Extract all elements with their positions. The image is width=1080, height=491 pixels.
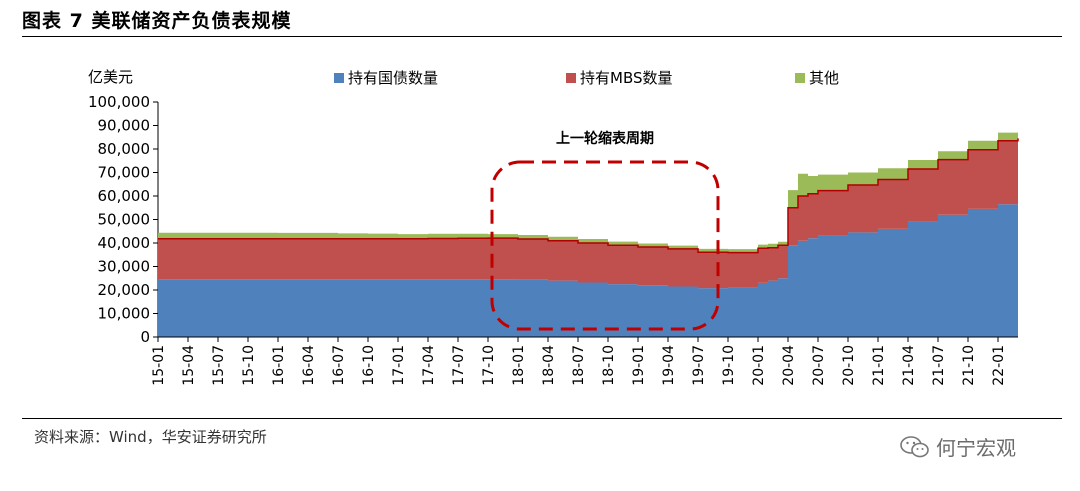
legend-label: 持有国债数量 (348, 69, 438, 87)
watermark-text: 何宁宏观 (936, 436, 1016, 460)
area-series-2 (158, 138, 1018, 289)
x-tick-label: 19-01 (631, 345, 647, 386)
mbs-top-line (158, 138, 1019, 254)
x-tick-label: 17-07 (451, 345, 467, 386)
legend-swatch (566, 73, 576, 83)
y-tick-label: 30,000 (98, 258, 151, 276)
source-note: 资料来源：Wind，华安证券研究所 (34, 428, 267, 446)
annotation-dashed-box (490, 160, 720, 331)
y-tick-label: 60,000 (98, 187, 151, 205)
stacked-areas (158, 129, 1019, 337)
annotation-group: 上一轮缩表周期 (490, 130, 720, 331)
footer-rule (22, 418, 1062, 419)
x-tick-label: 15-07 (211, 345, 227, 386)
chart-canvas: 持有国债数量 持有MBS数量 其他 亿美元 0 10,000 20,000 30,000 4… (88, 68, 1019, 386)
x-tick-label: 18-01 (511, 345, 527, 386)
x-axis: 15-01 15-04 15-07 15-10 16-01 16-04 16-07 16-10… (151, 336, 1018, 386)
x-tick-label: 21-04 (901, 345, 917, 386)
wechat-icon (900, 435, 929, 457)
x-tick-label: 17-04 (421, 345, 437, 386)
x-tick-label: 19-04 (661, 345, 677, 386)
y-tick-label: 80,000 (98, 140, 151, 158)
x-tick-label: 21-07 (931, 345, 947, 386)
x-tick-label: 19-10 (721, 345, 737, 386)
x-tick-label: 18-07 (571, 345, 587, 386)
x-tick-label: 17-01 (391, 345, 407, 386)
legend-swatch (795, 73, 805, 83)
legend-item-2: 持有MBS数量 (566, 69, 673, 87)
annotation-label: 上一轮缩表周期 (556, 130, 654, 147)
area-series-1 (158, 203, 1018, 337)
watermark: 何宁宏观 (900, 432, 1016, 461)
x-tick-label: 20-04 (781, 345, 797, 386)
legend-item-1: 持有国债数量 (334, 69, 438, 87)
legend-item-3: 其他 (795, 69, 839, 87)
y-tick-label: 20,000 (98, 281, 151, 299)
x-tick-label: 16-01 (271, 345, 287, 386)
x-tick-label: 15-04 (181, 345, 197, 386)
x-tick-label: 18-10 (601, 345, 617, 386)
x-tick-label: 16-04 (301, 345, 317, 386)
legend-label: 其他 (809, 69, 839, 87)
x-tick-label: 20-07 (811, 345, 827, 386)
x-tick-label: 21-01 (871, 345, 887, 386)
x-tick-label: 20-01 (751, 345, 767, 386)
x-tick-label: 16-07 (331, 345, 347, 386)
y-tick-label: 90,000 (98, 117, 151, 135)
y-tick-label: 40,000 (98, 234, 151, 252)
y-axis: 0 10,000 20,000 30,000 40,000 50,000 60,000 70,… (88, 93, 159, 346)
x-tick-label: 22-01 (991, 345, 1007, 386)
y-tick-label: 70,000 (98, 164, 151, 182)
y-tick-label: 0 (140, 328, 150, 346)
y-tick-label: 100,000 (88, 93, 150, 111)
y-axis-unit-label: 亿美元 (88, 68, 133, 86)
legend-label: 持有MBS数量 (580, 69, 673, 87)
x-tick-label: 20-10 (841, 345, 857, 386)
legend-swatch (334, 73, 344, 83)
y-tick-label: 50,000 (98, 211, 151, 229)
x-tick-label: 19-07 (691, 345, 707, 386)
x-tick-label: 15-10 (241, 345, 257, 386)
x-tick-label: 18-04 (541, 345, 557, 386)
figure-title: 图表 7 美联储资产负债表规模 (22, 10, 292, 32)
x-tick-label: 17-10 (481, 345, 497, 386)
x-tick-label: 16-10 (361, 345, 377, 386)
title-rule (22, 36, 1062, 37)
x-tick-label: 15-01 (151, 345, 167, 386)
legend: 持有国债数量 持有MBS数量 其他 (334, 69, 839, 87)
y-tick-label: 10,000 (98, 305, 151, 323)
x-tick-label: 21-10 (961, 345, 977, 386)
